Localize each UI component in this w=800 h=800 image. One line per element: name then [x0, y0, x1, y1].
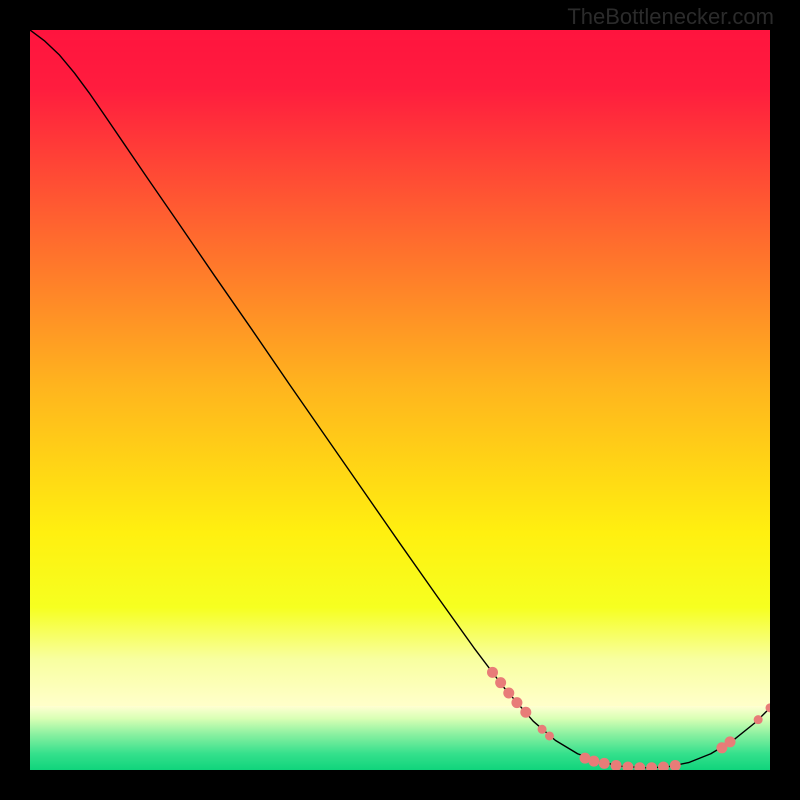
data-point — [670, 761, 680, 770]
data-point — [647, 763, 657, 770]
plot-area — [30, 30, 770, 770]
watermark-text: TheBottlenecker.com — [567, 4, 774, 30]
data-point — [635, 763, 645, 770]
data-point — [623, 762, 633, 770]
chart-stage: TheBottlenecker.com — [0, 0, 800, 800]
data-point — [538, 725, 546, 733]
bottleneck-curve — [30, 30, 770, 768]
data-point — [766, 704, 770, 712]
data-point — [488, 667, 498, 677]
data-point — [545, 732, 553, 740]
chart-overlay — [30, 30, 770, 770]
data-point — [589, 756, 599, 766]
data-point — [496, 678, 506, 688]
data-point — [725, 737, 735, 747]
data-point — [611, 761, 621, 770]
data-point — [599, 758, 609, 768]
data-point — [512, 698, 522, 708]
data-point — [504, 688, 514, 698]
data-point — [658, 762, 668, 770]
data-point — [754, 716, 762, 724]
data-point — [521, 707, 531, 717]
